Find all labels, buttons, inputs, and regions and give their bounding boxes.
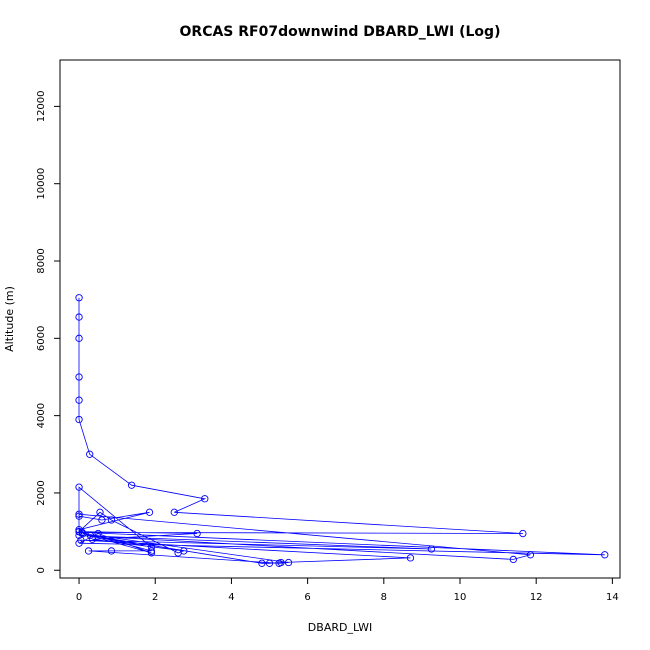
data-point (75, 415, 83, 424)
series-layer (75, 294, 609, 567)
y-tick-label: 0 (36, 567, 47, 573)
y-axis-label: Altitude (m) (3, 286, 16, 352)
data-point (147, 547, 156, 555)
data-point (75, 373, 83, 381)
y-tick-label: 6000 (36, 326, 47, 351)
y-tick-label: 4000 (36, 403, 47, 428)
data-point (75, 527, 83, 536)
x-tick-label: 12 (530, 592, 543, 603)
data-point (258, 559, 266, 567)
data-point (265, 559, 274, 567)
data-point (277, 558, 285, 567)
y-axis: 0 2000 4000 6000 8000 10000 12000 (36, 90, 61, 573)
data-point (84, 547, 93, 555)
data-point (98, 516, 106, 524)
series-line (78, 297, 605, 564)
x-axis: 0 2 4 6 8 10 12 14 (76, 577, 619, 603)
data-point (75, 510, 83, 518)
y-tick-label: 2000 (36, 480, 47, 505)
data-point (170, 508, 178, 516)
data-point (284, 558, 293, 567)
data-point (509, 555, 517, 564)
data-point (601, 551, 609, 559)
data-point (94, 529, 102, 538)
data-point (193, 529, 201, 538)
y-tick-label: 8000 (36, 248, 47, 273)
data-point (147, 543, 156, 551)
data-point (86, 450, 94, 458)
data-point (107, 516, 116, 524)
data-point (75, 294, 83, 302)
y-tick-label: 12000 (36, 90, 47, 122)
chart-title: ORCAS RF07downwind DBARD_LWI (Log) (180, 24, 501, 40)
x-tick-label: 6 (304, 592, 310, 603)
data-point (406, 554, 415, 562)
data-point (180, 547, 188, 555)
data-point (427, 545, 436, 553)
data-point (88, 535, 97, 543)
data-point (519, 529, 527, 538)
data-point (147, 549, 156, 557)
data-point (77, 536, 85, 544)
x-tick-label: 0 (76, 592, 82, 603)
data-point (79, 529, 87, 538)
data-point (75, 512, 83, 520)
data-point (526, 551, 535, 559)
data-point (75, 526, 83, 534)
x-tick-label: 8 (381, 592, 387, 603)
x-tick-label: 14 (606, 592, 619, 603)
data-point (75, 334, 83, 342)
y-tick-label: 10000 (36, 168, 47, 200)
x-tick-label: 4 (228, 592, 234, 603)
data-point (75, 531, 83, 540)
data-point (75, 396, 83, 404)
x-tick-label: 10 (454, 592, 467, 603)
data-point (145, 508, 154, 516)
data-point (107, 547, 116, 555)
data-point (201, 495, 209, 503)
data-point (75, 483, 83, 491)
data-point (86, 531, 95, 540)
data-point (127, 481, 136, 489)
x-axis-label: DBARD_LWI (308, 621, 372, 634)
x-tick-label: 2 (152, 592, 158, 603)
data-point (96, 508, 104, 516)
data-point (75, 313, 83, 321)
